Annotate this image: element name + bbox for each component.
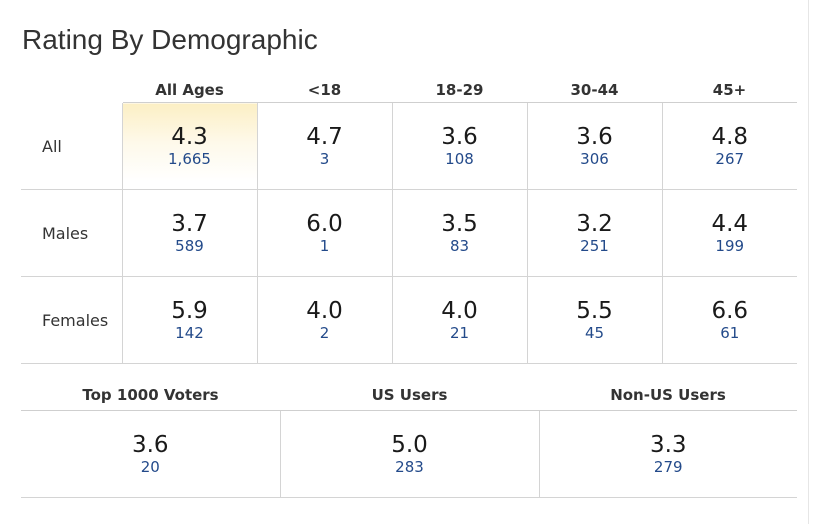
vote-count-link[interactable]: 2	[319, 324, 330, 342]
vote-count-link[interactable]: 199	[715, 237, 745, 255]
cell-females-under-18[interactable]: 4.0 2	[256, 276, 392, 364]
rating-value: 5.9	[171, 298, 208, 324]
group-header-top-1000: Top 1000 Voters	[21, 380, 280, 411]
cell-us-users[interactable]: 5.0 283	[279, 410, 539, 498]
vote-count-link[interactable]: 283	[395, 458, 424, 476]
table-row-males: Males 3.7 589 6.0 1 3.5 83 3.2 251 4.4 1…	[21, 189, 797, 277]
rating-value: 6.6	[711, 298, 749, 324]
rating-value: 3.6	[576, 124, 613, 150]
cell-all-30-44[interactable]: 3.6 306	[526, 102, 662, 190]
vote-count-link[interactable]: 1,665	[168, 150, 211, 168]
cell-males-45-plus[interactable]: 4.4 199	[661, 189, 797, 277]
rating-value: 3.2	[576, 211, 613, 237]
age-header-18-29: 18-29	[392, 78, 527, 103]
cell-all-under-18[interactable]: 4.7 3	[256, 102, 392, 190]
cell-females-18-29[interactable]: 4.0 21	[391, 276, 527, 364]
cell-females-45-plus[interactable]: 6.6 61	[661, 276, 797, 364]
cell-males-30-44[interactable]: 3.2 251	[526, 189, 662, 277]
row-label-males: Males	[21, 189, 122, 277]
vote-count-link[interactable]: 21	[449, 324, 470, 342]
rating-value: 3.6	[131, 432, 169, 458]
rating-value: 4.4	[711, 211, 749, 237]
rating-value: 5.0	[391, 432, 428, 458]
vote-count-link[interactable]: 3	[319, 150, 330, 168]
vote-count-link[interactable]: 279	[653, 458, 683, 476]
rating-value: 4.3	[171, 124, 208, 150]
cell-males-under-18[interactable]: 6.0 1	[256, 189, 392, 277]
rating-value: 3.6	[441, 124, 478, 150]
cell-females-all-ages[interactable]: 5.9 142	[121, 276, 257, 364]
vote-count-link[interactable]: 61	[720, 324, 740, 342]
row-label-header	[21, 78, 122, 103]
row-label-females: Females	[21, 276, 122, 364]
rating-value: 4.0	[441, 298, 478, 324]
vote-count-link[interactable]: 45	[584, 324, 605, 342]
cell-all-all-ages[interactable]: 4.3 1,665	[121, 102, 257, 190]
vote-count-link[interactable]: 142	[175, 324, 204, 342]
vote-count-link[interactable]: 589	[175, 237, 204, 255]
rating-value: 5.5	[576, 298, 613, 324]
cell-males-18-29[interactable]: 3.5 83	[391, 189, 527, 277]
vote-count-link[interactable]: 108	[445, 150, 474, 168]
vote-count-link[interactable]: 251	[580, 237, 609, 255]
group-header-row: Top 1000 Voters US Users Non-US Users	[21, 380, 797, 411]
cell-top-1000-voters[interactable]: 3.6 20	[21, 410, 280, 498]
age-header-30-44: 30-44	[527, 78, 662, 103]
demographic-rating-table: All Ages <18 18-29 30-44 45+ All 4.3 1,6…	[21, 78, 797, 364]
rating-value: 3.7	[171, 211, 208, 237]
rating-value: 6.0	[306, 211, 343, 237]
vote-count-link[interactable]: 1	[319, 237, 330, 255]
rating-value: 4.8	[711, 124, 749, 150]
cell-females-30-44[interactable]: 5.5 45	[526, 276, 662, 364]
age-header-45-plus: 45+	[662, 78, 797, 103]
rating-value: 3.3	[649, 432, 687, 458]
cell-all-45-plus[interactable]: 4.8 267	[661, 102, 797, 190]
cell-non-us-users[interactable]: 3.3 279	[538, 410, 797, 498]
table-row-females: Females 5.9 142 4.0 2 4.0 21 5.5 45 6.6 …	[21, 276, 797, 364]
cell-males-all-ages[interactable]: 3.7 589	[121, 189, 257, 277]
row-label-all: All	[21, 102, 122, 190]
rating-value: 4.7	[306, 124, 343, 150]
cell-all-18-29[interactable]: 3.6 108	[391, 102, 527, 190]
age-header-all-ages: All Ages	[122, 78, 257, 103]
group-values-row: 3.6 20 5.0 283 3.3 279	[21, 410, 797, 498]
rating-value: 4.0	[306, 298, 343, 324]
group-header-us-users: US Users	[280, 380, 539, 411]
vote-count-link[interactable]: 83	[449, 237, 470, 255]
age-header-row: All Ages <18 18-29 30-44 45+	[21, 78, 797, 103]
vote-count-link[interactable]: 267	[715, 150, 745, 168]
page-title: Rating By Demographic	[22, 24, 318, 55]
vote-count-link[interactable]: 306	[580, 150, 609, 168]
age-header-under-18: <18	[257, 78, 392, 103]
group-header-non-us-users: Non-US Users	[539, 380, 797, 411]
table-row-all: All 4.3 1,665 4.7 3 3.6 108 3.6 306 4.8 …	[21, 102, 797, 190]
vote-count-link[interactable]: 20	[140, 458, 160, 476]
voter-group-rating-table: Top 1000 Voters US Users Non-US Users 3.…	[21, 380, 797, 498]
rating-value: 3.5	[441, 211, 478, 237]
